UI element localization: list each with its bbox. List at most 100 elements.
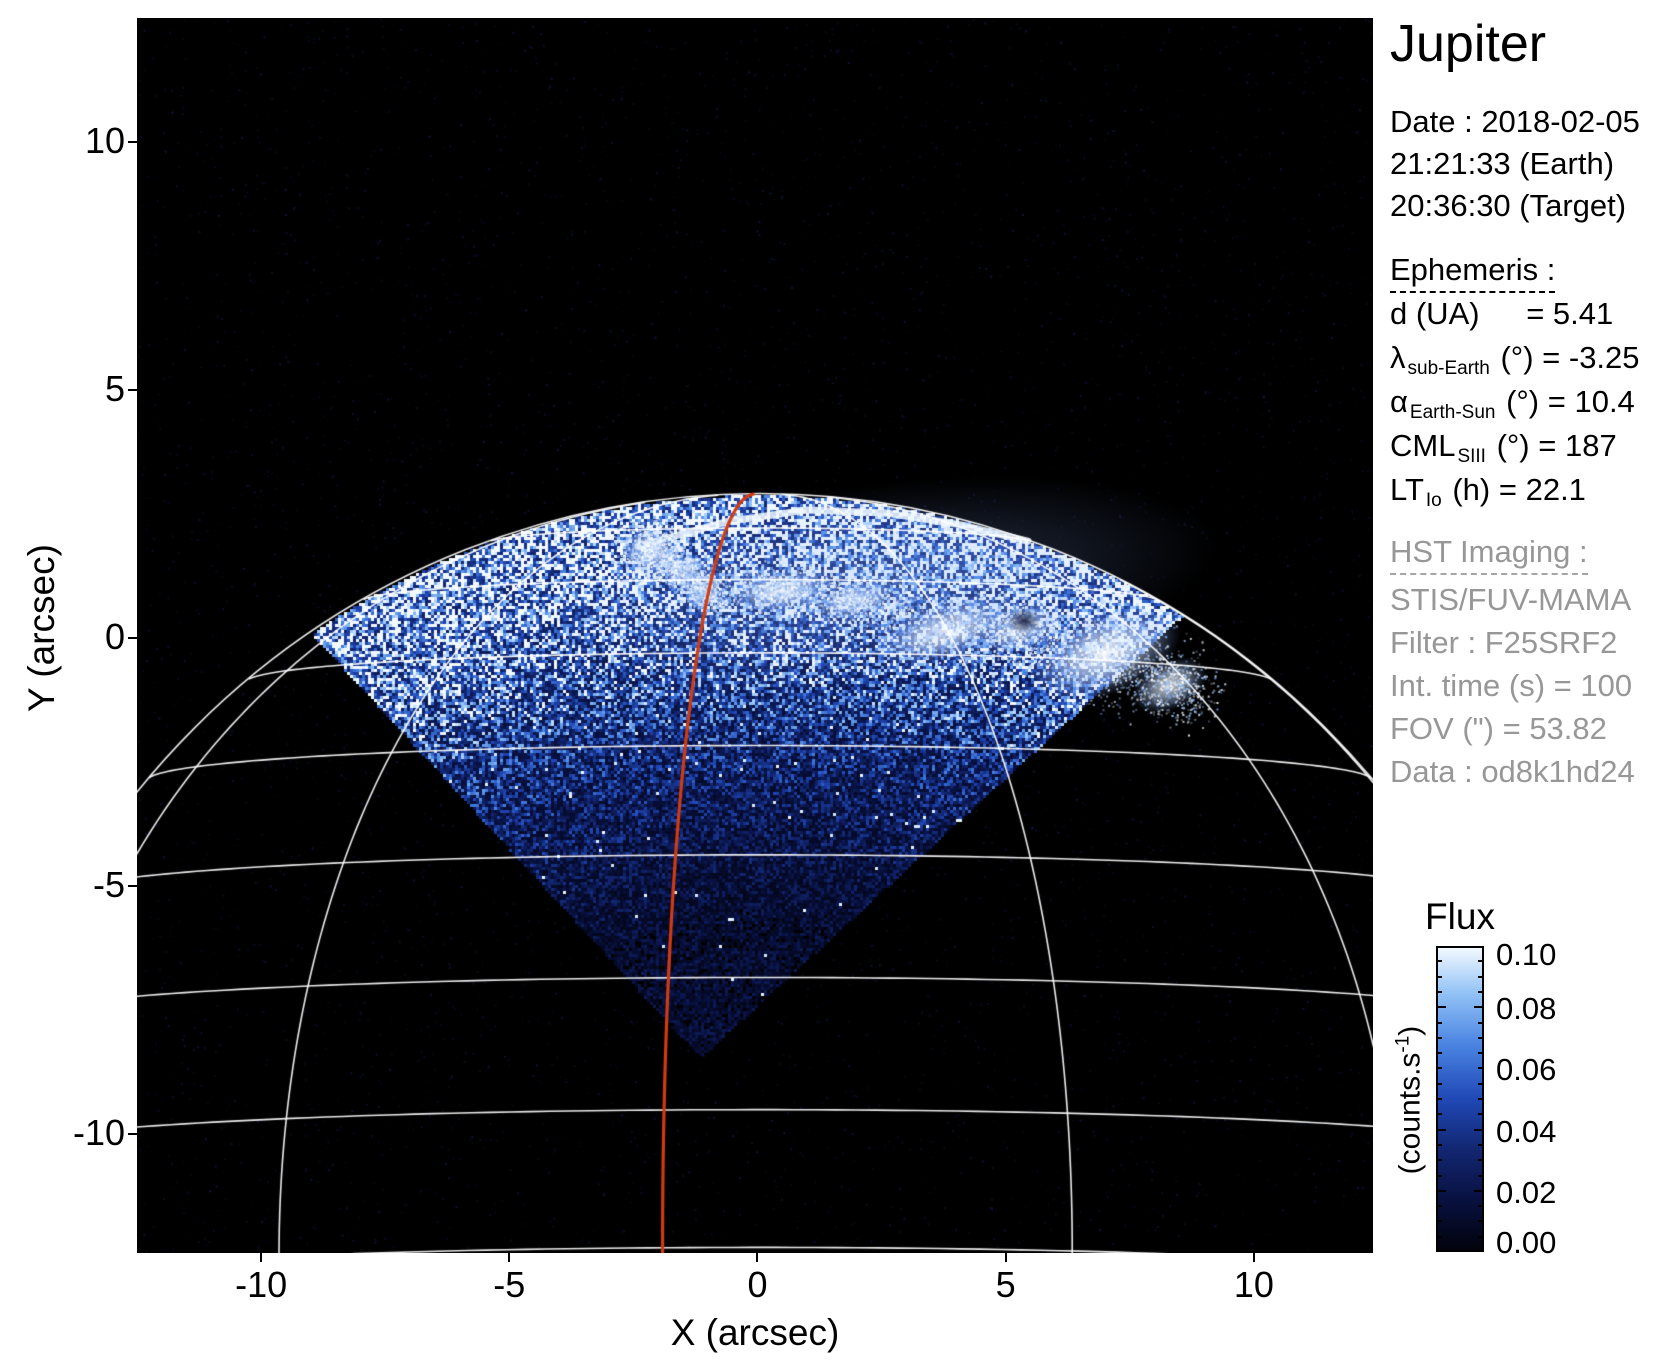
colorbar-tick <box>1478 1067 1482 1069</box>
colorbar-title: Flux <box>1400 896 1520 938</box>
colorbar-tick <box>1438 1083 1442 1085</box>
colorbar-unit-exponent: -1 <box>1393 1036 1414 1053</box>
colorbar-tick <box>1478 1083 1482 1085</box>
x-tick-mark <box>508 1253 510 1262</box>
ephemeris-subscript: Earth-Sun <box>1408 402 1498 423</box>
colorbar-tick <box>1478 960 1482 962</box>
ephemeris-row-CML: CML SIII (°) = 187 <box>1390 428 1617 468</box>
colorbar-tick <box>1438 991 1442 993</box>
y-tick-label: 5 <box>25 368 125 410</box>
ephemeris-value: = 5.41 <box>1526 296 1613 331</box>
ephemeris-heading: Ephemeris : <box>1390 252 1555 293</box>
colorbar-tick <box>1474 1190 1482 1192</box>
y-tick-mark <box>128 885 137 887</box>
ephemeris-subscript: Io <box>1424 490 1444 511</box>
colorbar-tick <box>1474 1006 1482 1008</box>
hst-filter-line: Filter : F25SRF2 <box>1390 625 1617 661</box>
time-earth-line: 21:21:33 (Earth) <box>1390 148 1614 179</box>
colorbar-tick <box>1478 1113 1482 1115</box>
y-tick-label: 0 <box>25 616 125 658</box>
colorbar-tick <box>1478 1205 1482 1207</box>
ephemeris-row-d: d (UA) = 5.41 <box>1390 296 1613 332</box>
y-tick-label: 10 <box>25 120 125 162</box>
colorbar-tick-label: 0.08 <box>1496 991 1556 1027</box>
colorbar-tick-label: 0.06 <box>1496 1052 1556 1088</box>
jupiter-aurora-image <box>137 18 1373 1253</box>
colorbar-tick <box>1438 1006 1446 1008</box>
date-line: Date : 2018-02-05 <box>1390 106 1640 137</box>
ephemeris-subscript: sub-Earth <box>1406 358 1492 379</box>
colorbar-unit-label: (counts.s-1) <box>1393 1026 1428 1175</box>
x-axis-title: X (arcsec) <box>137 1312 1373 1354</box>
ephemeris-value: = -3.25 <box>1542 340 1639 375</box>
y-tick-label: -5 <box>25 864 125 906</box>
colorbar-tick <box>1478 1175 1482 1177</box>
hst-fov-line: FOV (") = 53.82 <box>1390 711 1607 747</box>
colorbar-tick <box>1478 1236 1482 1238</box>
ephemeris-unit: (UA) <box>1407 296 1488 331</box>
colorbar-tick <box>1478 1037 1482 1039</box>
colorbar-tick <box>1478 1159 1482 1161</box>
colorbar-tick <box>1438 1037 1442 1039</box>
colorbar-tick <box>1438 1175 1442 1177</box>
colorbar-tick <box>1438 1098 1442 1100</box>
colorbar-tick <box>1438 1129 1446 1131</box>
colorbar-tick <box>1438 1205 1442 1207</box>
colorbar-tick <box>1438 960 1442 962</box>
colorbar-tick <box>1474 1129 1482 1131</box>
colorbar-tick <box>1478 1022 1482 1024</box>
x-tick-label: -10 <box>201 1264 321 1306</box>
ephemeris-row-α: α Earth-Sun (°) = 10.4 <box>1390 384 1635 424</box>
colorbar-tick <box>1478 1220 1482 1222</box>
y-tick-mark <box>128 637 137 639</box>
colorbar-tick <box>1438 976 1442 978</box>
colorbar-tick <box>1438 1052 1442 1054</box>
colorbar-tick <box>1438 1190 1446 1192</box>
colorbar-tick <box>1438 1159 1442 1161</box>
colorbar-tick <box>1438 1067 1442 1069</box>
ephemeris-symbol: d <box>1390 296 1407 331</box>
colorbar-tick <box>1438 1144 1442 1146</box>
flux-colorbar <box>1436 946 1484 1252</box>
ephemeris-value: = 22.1 <box>1499 472 1586 507</box>
ephemeris-unit: (°) <box>1492 340 1542 375</box>
y-tick-label: -10 <box>25 1112 125 1154</box>
x-tick-mark <box>756 1253 758 1262</box>
colorbar-tick-label: 0.10 <box>1496 937 1556 973</box>
ephemeris-subscript: SIII <box>1455 446 1488 467</box>
ephemeris-unit: (°) <box>1497 384 1547 419</box>
colorbar-tick <box>1438 1236 1442 1238</box>
x-tick-label: -5 <box>449 1264 569 1306</box>
figure-page: X (arcsec) Y (arcsec) Jupiter Date : 201… <box>0 0 1676 1367</box>
x-tick-label: 5 <box>946 1264 1066 1306</box>
time-target-line: 20:36:30 (Target) <box>1390 190 1626 221</box>
x-tick-mark <box>1005 1253 1007 1262</box>
colorbar-tick <box>1478 1144 1482 1146</box>
colorbar-unit-prefix: (counts.s <box>1394 1053 1427 1175</box>
colorbar-tick <box>1478 976 1482 978</box>
ephemeris-value: = 10.4 <box>1548 384 1635 419</box>
ephemeris-unit: (°) <box>1488 428 1538 463</box>
hst-instrument-line: STIS/FUV-MAMA <box>1390 582 1631 618</box>
colorbar-tick-label: 0.04 <box>1496 1114 1556 1150</box>
ephemeris-symbol: CML <box>1390 428 1455 463</box>
colorbar-unit-suffix: ) <box>1394 1026 1427 1036</box>
x-tick-label: 0 <box>697 1264 817 1306</box>
page-title: Jupiter <box>1390 14 1546 74</box>
ephemeris-symbol: α <box>1390 384 1408 419</box>
hst-data-line: Data : od8k1hd24 <box>1390 754 1635 790</box>
ephemeris-symbol: LT <box>1390 472 1424 507</box>
hst-inttime-line: Int. time (s) = 100 <box>1390 668 1632 704</box>
ephemeris-value: = 187 <box>1538 428 1616 463</box>
colorbar-tick <box>1478 1052 1482 1054</box>
colorbar-tick-label: 0.02 <box>1496 1175 1556 1211</box>
colorbar-tick <box>1438 1220 1442 1222</box>
colorbar-tick <box>1438 1113 1442 1115</box>
colorbar-tick <box>1478 991 1482 993</box>
ephemeris-row-λ: λ sub-Earth (°) = -3.25 <box>1390 340 1640 380</box>
x-tick-label: 10 <box>1194 1264 1314 1306</box>
ephemeris-symbol: λ <box>1390 340 1406 375</box>
colorbar-tick-label: 0.00 <box>1496 1225 1556 1261</box>
colorbar-tick <box>1478 1098 1482 1100</box>
ephemeris-row-LT: LT Io (h) = 22.1 <box>1390 472 1586 512</box>
